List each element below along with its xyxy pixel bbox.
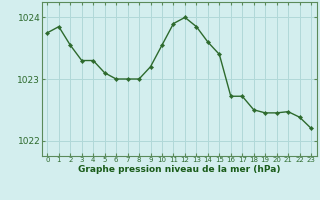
- X-axis label: Graphe pression niveau de la mer (hPa): Graphe pression niveau de la mer (hPa): [78, 165, 280, 174]
